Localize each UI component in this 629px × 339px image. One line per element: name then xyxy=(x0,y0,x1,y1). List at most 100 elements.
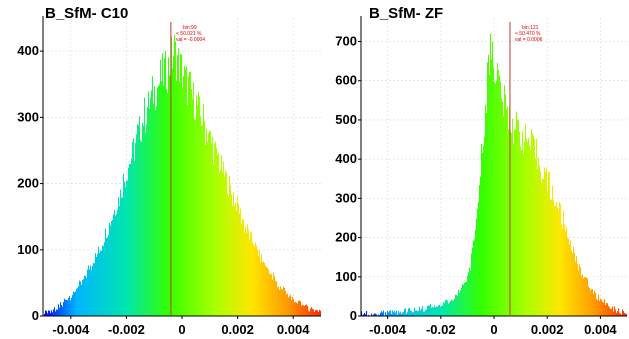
histogram-bar xyxy=(585,277,587,316)
chart-title: B_SfM- C10 xyxy=(45,5,128,22)
histogram-bar xyxy=(564,224,566,316)
histogram-bar xyxy=(442,305,444,316)
histogram-bar xyxy=(182,88,184,317)
histogram-bar xyxy=(563,210,565,316)
histogram-bar xyxy=(291,300,293,316)
histogram-bar xyxy=(55,311,57,316)
histogram-bar xyxy=(193,82,195,317)
histogram-bar xyxy=(394,310,396,316)
histogram-bar xyxy=(575,261,577,316)
histogram-bar xyxy=(175,41,177,317)
histogram-bar xyxy=(578,270,580,316)
histogram-bar xyxy=(445,300,447,316)
histogram-bar xyxy=(191,89,193,316)
histogram-bar xyxy=(90,265,92,316)
histogram-bar xyxy=(580,267,582,316)
histogram-bar xyxy=(165,51,167,316)
histogram-bar xyxy=(469,267,471,316)
histogram-bar xyxy=(368,314,370,316)
histogram-bar xyxy=(576,256,578,316)
histogram-bar xyxy=(555,206,557,316)
histogram-bar xyxy=(407,311,409,316)
histogram-bar xyxy=(561,224,563,316)
histogram-bar xyxy=(217,154,219,316)
histogram-bar xyxy=(570,240,572,316)
histogram-bar xyxy=(73,291,75,316)
histogram-bar xyxy=(422,306,424,316)
histogram-bar xyxy=(299,300,301,316)
histogram-bar xyxy=(417,311,419,316)
histogram-bar xyxy=(60,302,62,316)
histogram-bar xyxy=(136,134,138,316)
histogram-bar xyxy=(364,312,366,316)
histogram-bar xyxy=(529,145,531,316)
x-tick-label: -0.002 xyxy=(108,322,145,337)
histogram-bar xyxy=(156,105,158,316)
histogram-bar xyxy=(460,290,462,316)
histogram-bar xyxy=(92,265,94,316)
histogram-bar xyxy=(262,262,264,316)
histogram-bar xyxy=(268,269,270,316)
histogram-bar xyxy=(91,270,93,316)
x-tick-label: -0.02 xyxy=(426,322,456,337)
histogram-bar xyxy=(259,250,261,316)
histogram-bar xyxy=(61,304,63,316)
histogram-bar xyxy=(444,303,446,316)
histogram-bar xyxy=(196,95,198,316)
histogram-bar xyxy=(586,277,588,316)
histogram-bar xyxy=(148,91,150,316)
histogram-bar xyxy=(553,200,555,316)
histogram-bar xyxy=(560,204,562,316)
histogram-bar xyxy=(238,203,240,316)
histogram-bar xyxy=(550,199,552,316)
histogram-bar xyxy=(77,288,79,316)
y-tick-label: 100 xyxy=(335,269,357,284)
histogram-panel: 0 100 200 300 400 -0.004 -0.002 0 0.002 0.004 bin:… xyxy=(17,5,322,337)
histogram-bar xyxy=(493,67,495,316)
histogram-bar xyxy=(513,143,515,316)
histogram-bar xyxy=(499,75,501,317)
histogram-bar xyxy=(88,265,90,316)
histogram-bar xyxy=(451,299,453,316)
histogram-bar xyxy=(48,310,50,316)
histogram-bar xyxy=(112,220,114,316)
histogram-bar xyxy=(188,76,190,316)
histogram-bar xyxy=(228,197,230,316)
histogram-bar xyxy=(70,300,72,316)
histogram-bar xyxy=(257,249,259,316)
histogram-bar xyxy=(252,242,254,316)
histogram-bar xyxy=(521,149,523,316)
histogram-bar xyxy=(258,256,260,316)
histogram-bar xyxy=(577,263,579,316)
histogram-bar xyxy=(240,208,242,316)
histogram-bar xyxy=(197,105,199,316)
histogram-bar xyxy=(501,98,503,317)
histogram-bar xyxy=(154,86,156,316)
histogram-bar xyxy=(375,313,377,316)
histogram-bar xyxy=(374,313,376,316)
histogram-bar xyxy=(245,226,247,316)
histogram-bar xyxy=(474,238,476,316)
histogram-bar xyxy=(609,307,611,316)
histogram-bar xyxy=(485,105,487,317)
histogram-bar xyxy=(279,289,281,316)
histogram-bar xyxy=(505,94,507,317)
histogram-bar xyxy=(109,222,111,316)
histogram-bar xyxy=(273,272,275,316)
histogram-bar xyxy=(503,115,505,316)
histogram-bar xyxy=(169,75,171,316)
histogram-bar xyxy=(436,306,438,316)
histogram-bar xyxy=(599,301,601,316)
histogram-bar xyxy=(51,310,53,316)
histogram-bar xyxy=(69,296,71,316)
histogram-bar xyxy=(404,309,406,316)
histogram-bar xyxy=(95,253,97,316)
histogram-bar xyxy=(58,304,60,316)
histogram-bar xyxy=(153,103,155,316)
y-tick-label: 200 xyxy=(335,230,357,245)
histogram-bar xyxy=(233,192,235,316)
histogram-bar xyxy=(406,313,408,316)
histogram-bar xyxy=(141,141,143,316)
histogram-bar xyxy=(201,125,203,316)
histogram-bar xyxy=(297,303,299,316)
